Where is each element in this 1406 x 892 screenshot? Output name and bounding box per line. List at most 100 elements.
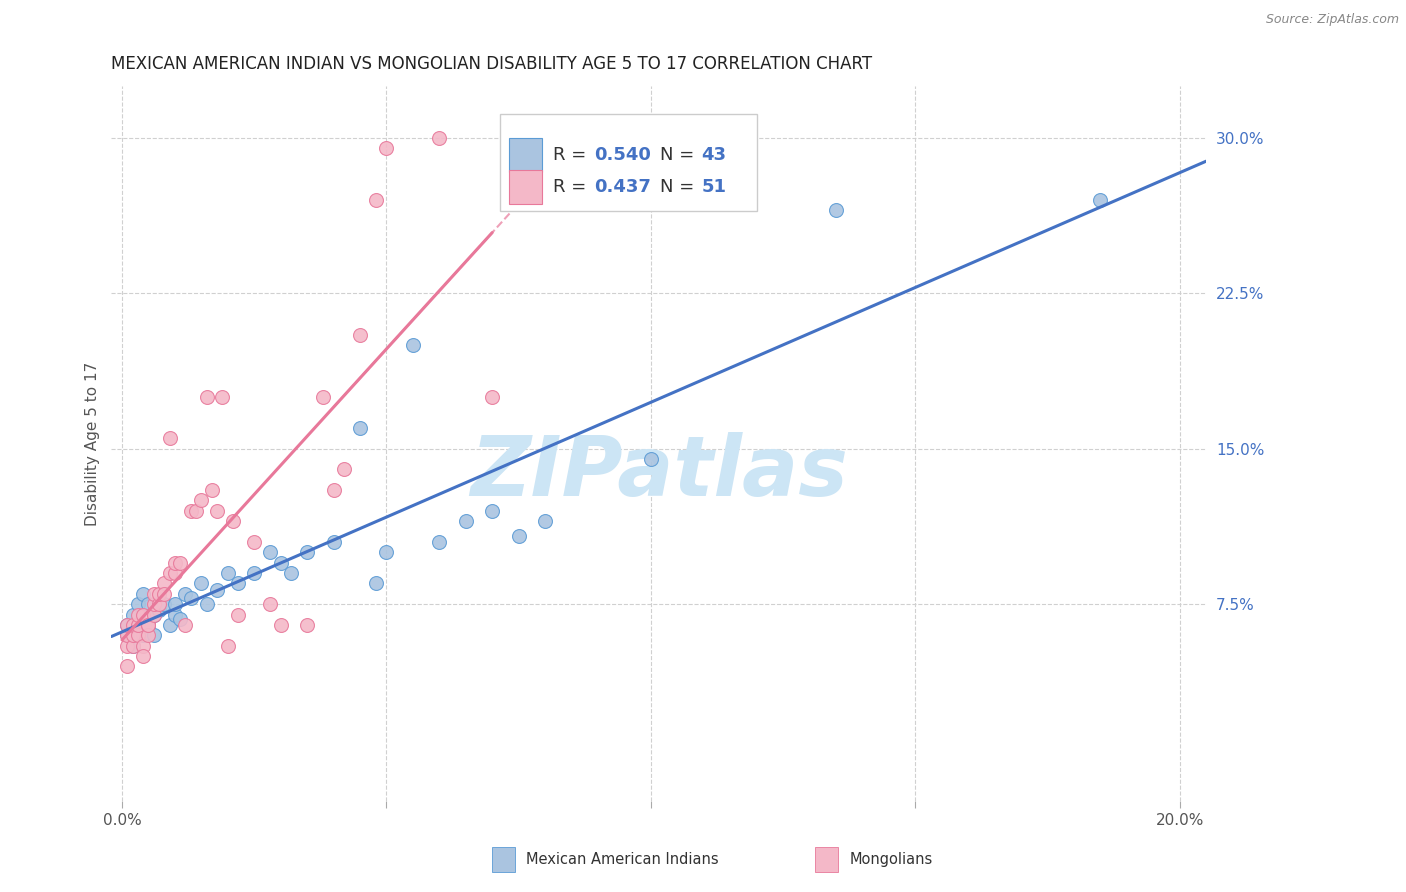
Point (138, 618, 160, 632)
Text: ZIPatlas: ZIPatlas (470, 432, 848, 513)
Point (138, 618, 160, 632)
Point (148, 587, 170, 601)
Point (375, 545, 398, 559)
Point (205, 504, 228, 518)
Point (364, 193, 387, 207)
Point (169, 612, 191, 626)
Point (127, 618, 149, 632)
Text: R =: R = (553, 146, 592, 164)
Point (121, 639, 143, 653)
Point (153, 597, 176, 611)
Text: Mexican American Indians: Mexican American Indians (526, 853, 718, 867)
Text: MEXICAN AMERICAN INDIAN VS MONGOLIAN DISABILITY AGE 5 TO 17 CORRELATION CHART: MEXICAN AMERICAN INDIAN VS MONGOLIAN DIS… (111, 55, 873, 73)
Text: N =: N = (659, 178, 700, 196)
Point (454, 514, 477, 528)
Point (534, 514, 557, 528)
Point (132, 639, 155, 653)
Text: Source: ZipAtlas.com: Source: ZipAtlas.com (1265, 13, 1399, 27)
Point (117, 639, 139, 653)
Point (153, 587, 176, 601)
Point (163, 556, 186, 570)
Point (121, 618, 143, 632)
Point (138, 597, 160, 611)
Point (159, 431, 181, 445)
Point (427, 130, 450, 145)
Point (159, 618, 181, 632)
Point (211, 390, 233, 404)
Point (117, 659, 139, 673)
Text: R =: R = (553, 178, 592, 196)
FancyBboxPatch shape (501, 114, 758, 211)
Point (159, 566, 181, 580)
Point (1090, 193, 1112, 207)
Bar (509, 169, 541, 204)
Point (217, 566, 239, 580)
Point (259, 545, 281, 559)
Point (364, 576, 387, 591)
Point (148, 597, 170, 611)
Point (132, 628, 155, 642)
Point (142, 607, 165, 622)
Point (180, 591, 202, 605)
Point (312, 390, 335, 404)
Point (222, 514, 245, 528)
Point (481, 390, 503, 404)
Point (117, 628, 139, 642)
Point (163, 607, 186, 622)
Point (228, 576, 250, 591)
Point (163, 566, 186, 580)
Point (142, 628, 165, 642)
Bar (509, 137, 541, 172)
Y-axis label: Disability Age 5 to 17: Disability Age 5 to 17 (86, 361, 100, 525)
Point (375, 141, 398, 155)
Point (195, 597, 218, 611)
Point (184, 504, 207, 518)
Point (825, 203, 848, 218)
Point (322, 535, 344, 549)
Point (174, 618, 197, 632)
Point (132, 587, 155, 601)
Point (153, 576, 176, 591)
Point (127, 618, 149, 632)
Point (280, 566, 302, 580)
Point (322, 483, 344, 497)
Text: N =: N = (659, 146, 700, 164)
Point (117, 618, 139, 632)
Point (349, 327, 371, 342)
Point (270, 618, 292, 632)
Point (295, 545, 318, 559)
Point (148, 603, 170, 617)
Point (117, 628, 139, 642)
Point (205, 582, 228, 597)
Point (138, 628, 160, 642)
Point (142, 587, 165, 601)
Point (163, 597, 186, 611)
Point (127, 597, 149, 611)
Point (201, 483, 224, 497)
Point (270, 556, 292, 570)
Point (243, 566, 266, 580)
Point (142, 597, 165, 611)
Point (174, 587, 197, 601)
Point (142, 607, 165, 622)
Point (190, 576, 212, 591)
Point (349, 421, 371, 435)
Point (169, 556, 191, 570)
Point (427, 535, 450, 549)
Point (243, 535, 266, 549)
Point (295, 618, 318, 632)
Point (138, 618, 160, 632)
Point (127, 628, 149, 642)
Point (132, 648, 155, 663)
Point (259, 597, 281, 611)
Point (132, 607, 155, 622)
Point (121, 628, 143, 642)
Point (121, 607, 143, 622)
Point (217, 639, 239, 653)
Text: 51: 51 (702, 178, 727, 196)
Point (228, 607, 250, 622)
Point (127, 607, 149, 622)
Point (481, 504, 503, 518)
Point (180, 504, 202, 518)
Point (190, 493, 212, 508)
